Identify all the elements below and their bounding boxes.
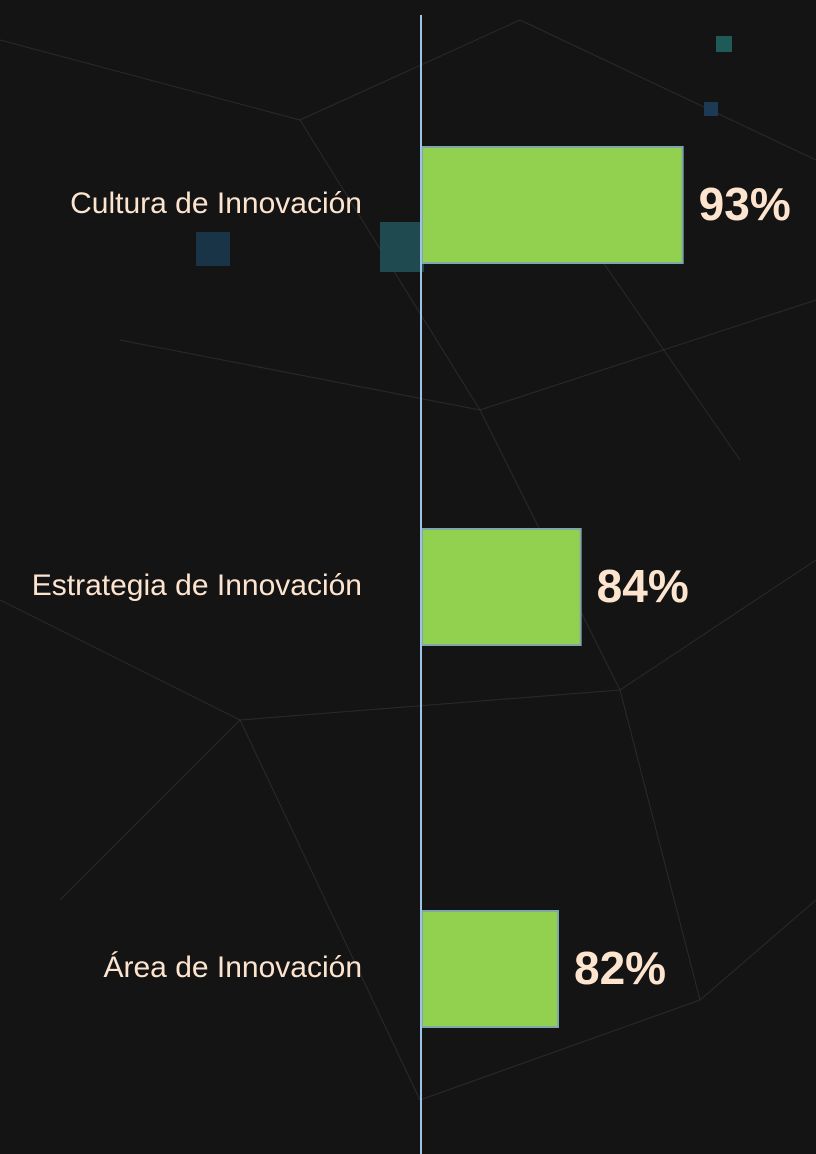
category-label: Cultura de Innovación xyxy=(70,187,362,220)
decor-square xyxy=(196,232,230,266)
value-label: 93% xyxy=(699,178,791,230)
bar xyxy=(421,146,684,264)
decor-square xyxy=(380,222,424,272)
category-label: Estrategia de Innovación xyxy=(32,569,362,602)
value-label: 84% xyxy=(597,560,689,612)
category-label: Área de Innovación xyxy=(103,951,362,984)
value-label: 82% xyxy=(574,942,666,994)
bar xyxy=(421,528,582,646)
decor-square xyxy=(716,36,732,52)
background-network xyxy=(0,19,816,1101)
bar xyxy=(421,910,559,1028)
decor-square xyxy=(704,102,718,116)
